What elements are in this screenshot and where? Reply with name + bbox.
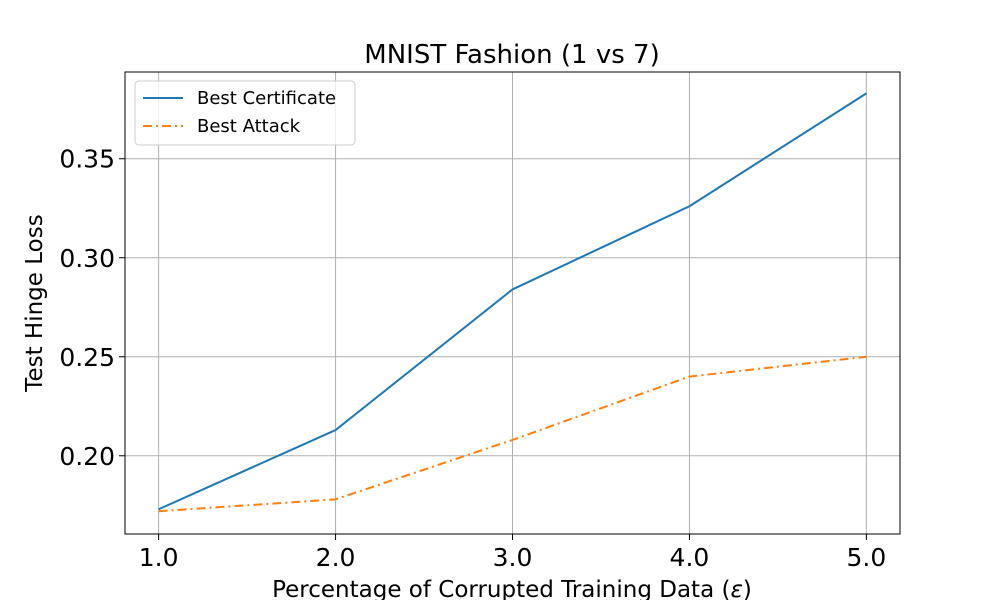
legend-label-best-certificate: Best Certificate	[197, 88, 336, 109]
x-gridlines	[158, 72, 867, 534]
y-ticks: 0.20 0.25 0.30 0.35	[59, 145, 125, 471]
x-tick-label: 3.0	[493, 543, 533, 572]
legend-box	[134, 80, 356, 146]
legend-label-best-attack: Best Attack	[197, 116, 301, 137]
x-tick-label: 4.0	[670, 543, 710, 572]
x-axis-label-prefix: Percentage of Corrupted Training Data (	[272, 577, 730, 600]
series-line-best-attack	[158, 355, 867, 513]
x-ticks: 1.0 2.0 3.0 4.0 5.0	[139, 534, 886, 572]
y-tick-label: 0.35	[59, 145, 115, 174]
y-tick-label: 0.30	[59, 244, 115, 273]
y-axis-label: Test Hinge Loss	[22, 214, 48, 392]
x-tick-label: 5.0	[846, 543, 886, 572]
x-tick-label: 2.0	[316, 543, 356, 572]
x-axis-label-symbol: ε	[730, 577, 742, 600]
x-axis-label: Percentage of Corrupted Training Data (ε…	[272, 577, 752, 600]
series-line-best-certificate	[158, 92, 867, 511]
chart-title: MNIST Fashion (1 vs 7)	[364, 40, 659, 70]
series-layer	[158, 92, 867, 513]
x-axis-label-suffix: )	[743, 577, 752, 600]
y-tick-label: 0.20	[59, 442, 115, 471]
legend: Best Certificate Best Attack	[134, 80, 356, 146]
y-gridlines	[125, 158, 900, 457]
x-tick-label: 1.0	[139, 543, 179, 572]
y-tick-label: 0.25	[59, 343, 115, 372]
